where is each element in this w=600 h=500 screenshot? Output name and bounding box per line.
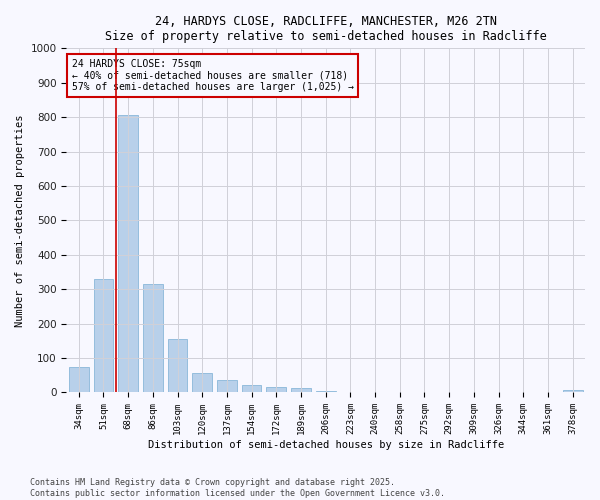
Title: 24, HARDYS CLOSE, RADCLIFFE, MANCHESTER, M26 2TN
Size of property relative to se: 24, HARDYS CLOSE, RADCLIFFE, MANCHESTER,… <box>105 15 547 43</box>
Text: Contains HM Land Registry data © Crown copyright and database right 2025.
Contai: Contains HM Land Registry data © Crown c… <box>30 478 445 498</box>
Bar <box>291 388 311 392</box>
Bar <box>193 373 212 392</box>
Bar <box>143 284 163 393</box>
Bar <box>266 386 286 392</box>
Bar <box>69 366 89 392</box>
Bar <box>563 390 583 392</box>
Text: 24 HARDYS CLOSE: 75sqm
← 40% of semi-detached houses are smaller (718)
57% of se: 24 HARDYS CLOSE: 75sqm ← 40% of semi-det… <box>71 58 353 92</box>
Bar <box>118 116 138 392</box>
Bar <box>242 385 262 392</box>
X-axis label: Distribution of semi-detached houses by size in Radcliffe: Distribution of semi-detached houses by … <box>148 440 504 450</box>
Bar <box>94 279 113 392</box>
Bar <box>217 380 237 392</box>
Y-axis label: Number of semi-detached properties: Number of semi-detached properties <box>15 114 25 326</box>
Bar <box>316 391 335 392</box>
Bar <box>167 339 187 392</box>
